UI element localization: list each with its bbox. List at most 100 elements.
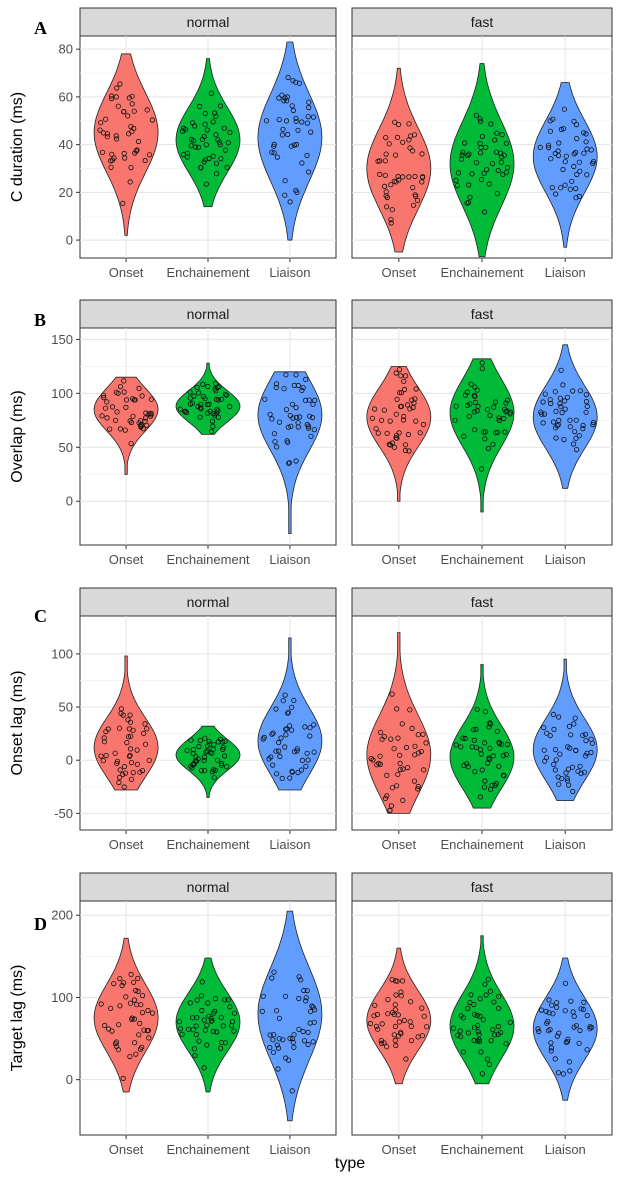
data-point — [130, 769, 136, 776]
data-point — [398, 373, 404, 379]
data-point — [227, 1004, 233, 1010]
data-point — [123, 397, 130, 403]
data-point — [371, 1013, 377, 1019]
data-point — [390, 1009, 396, 1016]
data-point — [280, 1037, 286, 1043]
data-point — [141, 730, 147, 737]
data-point — [569, 764, 576, 770]
data-point — [198, 165, 204, 171]
data-point — [282, 192, 288, 198]
data-point — [285, 74, 291, 81]
data-point — [108, 158, 114, 164]
data-point — [288, 143, 294, 149]
data-point — [139, 1009, 146, 1016]
data-point — [396, 390, 403, 396]
data-point — [537, 144, 543, 150]
data-point — [580, 1006, 587, 1013]
data-point — [305, 423, 312, 429]
data-point — [414, 197, 421, 203]
data-point — [412, 173, 418, 180]
data-point — [104, 399, 110, 405]
data-point — [489, 161, 495, 167]
data-point — [189, 400, 195, 406]
data-point — [583, 139, 589, 145]
data-point — [293, 372, 299, 378]
data-point — [259, 1008, 265, 1015]
data-point — [218, 760, 225, 767]
data-point — [388, 220, 394, 226]
data-point — [134, 747, 140, 753]
data-point — [300, 384, 306, 391]
data-point — [555, 153, 562, 159]
violin-enchainement — [449, 63, 515, 258]
data-point — [486, 1061, 492, 1068]
data-point — [462, 140, 468, 146]
data-point — [590, 419, 597, 426]
data-point — [471, 727, 477, 733]
data-point — [396, 366, 403, 373]
data-point — [263, 118, 270, 124]
data-point — [558, 367, 564, 373]
data-point — [467, 401, 473, 407]
data-point — [397, 1029, 404, 1035]
data-point — [479, 767, 485, 773]
panel-letter: D — [34, 914, 47, 934]
data-point — [565, 744, 571, 750]
data-point — [304, 750, 310, 756]
data-point — [121, 378, 127, 384]
data-point — [197, 414, 203, 420]
data-point — [195, 403, 201, 410]
data-point — [407, 145, 413, 151]
data-point — [495, 429, 501, 435]
data-point — [410, 202, 417, 208]
data-point — [308, 129, 314, 135]
data-point — [567, 417, 573, 423]
data-point — [404, 402, 411, 408]
data-point — [118, 706, 125, 712]
data-point — [417, 430, 423, 436]
data-point — [135, 988, 141, 995]
data-point — [577, 763, 583, 769]
data-point — [472, 399, 479, 405]
data-point — [208, 90, 214, 96]
data-point — [204, 748, 210, 754]
data-point — [117, 426, 124, 432]
data-point — [557, 751, 563, 757]
data-point — [219, 762, 225, 768]
data-point — [552, 425, 559, 431]
data-point — [289, 103, 295, 109]
data-point — [474, 1038, 481, 1044]
data-point — [271, 150, 277, 156]
data-point — [474, 387, 480, 393]
y-tick-label: 0 — [66, 233, 73, 248]
data-point — [136, 385, 142, 391]
y-tick-label: 200 — [51, 908, 73, 923]
data-point — [121, 980, 127, 986]
data-point — [472, 768, 478, 775]
data-point — [548, 400, 554, 407]
data-point — [293, 118, 299, 124]
violin-liaison — [257, 910, 323, 1122]
data-point — [572, 715, 578, 721]
data-point — [283, 732, 289, 738]
data-point — [453, 742, 459, 748]
y-tick-label: -50 — [54, 806, 73, 821]
data-point — [225, 997, 231, 1003]
data-point — [210, 410, 216, 417]
data-point — [187, 395, 193, 401]
data-point — [145, 1007, 151, 1014]
data-point — [504, 741, 510, 748]
data-point — [283, 726, 289, 733]
data-point — [103, 728, 109, 735]
data-point — [482, 429, 489, 435]
data-point — [492, 782, 498, 789]
data-point — [306, 104, 312, 111]
data-point — [415, 1034, 421, 1040]
y-axis-title: Target lag (ms) — [9, 965, 26, 1072]
data-point — [276, 1036, 282, 1042]
data-point — [551, 726, 557, 733]
x-tick-label: Enchainement — [166, 837, 249, 852]
facet-strip — [351, 587, 613, 617]
data-point — [410, 404, 416, 411]
data-point — [287, 412, 293, 419]
